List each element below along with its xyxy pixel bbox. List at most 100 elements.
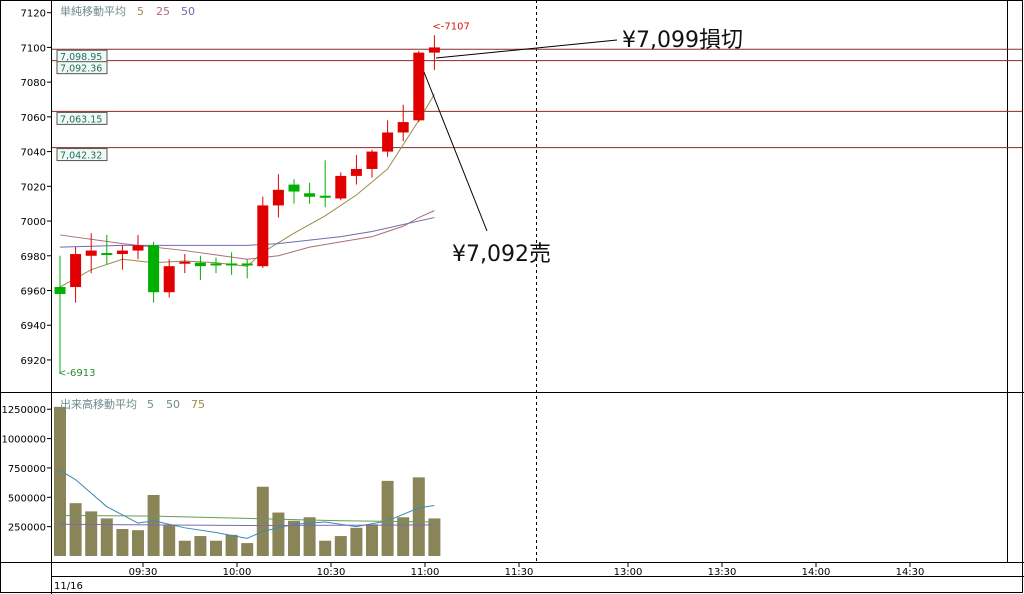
volume-tick-label: 500000 bbox=[8, 493, 46, 504]
price-y-ticks: 6920 6940 6960 6980 7000 7020 7040 7060 7080 7100… bbox=[21, 9, 51, 367]
volume-ma5-line bbox=[59, 469, 435, 539]
volume-bar bbox=[163, 525, 176, 556]
volume-moving-averages bbox=[59, 469, 435, 539]
candle-body bbox=[85, 250, 97, 256]
price-level-labels: 7,098.957,092.36 7,063.15 7,042.32 bbox=[56, 49, 108, 162]
candle-body bbox=[241, 263, 253, 266]
volume-bar bbox=[210, 540, 222, 556]
price-ma-legend-3: 50 bbox=[181, 5, 195, 18]
price-level-label: 7,042.32 bbox=[60, 151, 102, 162]
candle-body bbox=[397, 122, 409, 133]
price-level-box bbox=[56, 61, 108, 75]
candle-body bbox=[272, 189, 284, 206]
candle-body bbox=[179, 261, 191, 264]
price-tick-label: 6940 bbox=[21, 321, 46, 332]
volume-bar bbox=[116, 528, 129, 556]
price-tick-label: 7040 bbox=[21, 148, 46, 159]
volume-bar bbox=[303, 517, 316, 556]
candle-body bbox=[413, 52, 425, 121]
volume-bar bbox=[132, 530, 144, 556]
price-ma-legend-2: 25 bbox=[156, 5, 170, 18]
price-level-label: 7,092.36 bbox=[60, 64, 102, 75]
candle-body bbox=[210, 263, 222, 266]
time-axis-ticks: 09:30 10:00 10:30 11:00 11:30 13:00 13:30 14:00… bbox=[129, 563, 925, 578]
price-tick-label: 7000 bbox=[21, 217, 46, 228]
time-tick-label: 14:30 bbox=[896, 567, 925, 578]
candle-body bbox=[226, 263, 238, 266]
volume-bar bbox=[334, 536, 347, 556]
time-tick-label: 14:00 bbox=[802, 567, 831, 578]
volume-bar bbox=[85, 511, 98, 556]
candle-body bbox=[116, 250, 128, 255]
volume-bar bbox=[100, 518, 113, 556]
candle-body bbox=[54, 287, 66, 294]
volume-bar bbox=[288, 520, 300, 556]
candle-body bbox=[319, 195, 331, 198]
volume-tick-label: 1250000 bbox=[1, 405, 46, 416]
price-level-box bbox=[56, 111, 108, 125]
price-ma-legend-1: 5 bbox=[137, 5, 144, 18]
date-label: 11/16 bbox=[54, 581, 83, 592]
volume-ma-legend-2: 50 bbox=[166, 398, 180, 411]
volume-tick-label: 750000 bbox=[8, 464, 46, 475]
candle-body bbox=[257, 205, 269, 267]
low-price-marker: <-6913 bbox=[58, 368, 95, 379]
price-tick-label: 7060 bbox=[21, 113, 46, 124]
stop-loss-pointer bbox=[435, 39, 618, 59]
volume-ma-legend-1: 5 bbox=[147, 398, 154, 411]
price-ma5-line bbox=[59, 94, 435, 288]
volume-bar bbox=[194, 536, 207, 556]
time-tick-label: 13:30 bbox=[708, 567, 737, 578]
volume-tick-label: 250000 bbox=[8, 523, 46, 534]
time-tick-label: 11:30 bbox=[505, 567, 534, 578]
time-tick-label: 10:30 bbox=[317, 567, 346, 578]
volume-ma75-line bbox=[59, 523, 435, 526]
volume-legend-label: 出来高移動平均 bbox=[60, 397, 137, 411]
volume-bar bbox=[147, 494, 160, 556]
volume-bar bbox=[428, 518, 441, 556]
price-level-lines bbox=[52, 48, 1022, 149]
time-tick-label: 13:00 bbox=[614, 567, 643, 578]
sell-annotation: ¥7,092売 bbox=[452, 242, 551, 267]
stop-loss-annotation: ¥7,099損切 bbox=[622, 28, 743, 53]
price-tick-label: 7100 bbox=[21, 43, 46, 54]
volume-bar bbox=[412, 477, 425, 556]
volume-panel: 250000 500000 750000 1000000 1250000 出来高移動平均… bbox=[1, 397, 441, 556]
volume-bar bbox=[350, 527, 363, 556]
price-tick-label: 6980 bbox=[21, 252, 46, 263]
volume-bar bbox=[256, 486, 269, 556]
volume-bar bbox=[241, 543, 254, 556]
candle-body bbox=[288, 184, 300, 192]
candle-body bbox=[335, 175, 347, 199]
time-tick-label: 10:00 bbox=[223, 567, 252, 578]
candle-body bbox=[148, 245, 160, 293]
price-level-label: 7,098.95 bbox=[60, 52, 102, 63]
volume-bar bbox=[397, 517, 410, 556]
price-level-label: 7,063.15 bbox=[60, 114, 102, 125]
candle-body bbox=[428, 47, 440, 53]
price-legend-label: 単純移動平均 bbox=[60, 4, 126, 18]
candle-body bbox=[304, 193, 316, 197]
volume-bars bbox=[54, 406, 441, 556]
volume-bar bbox=[178, 540, 191, 556]
volume-bar bbox=[319, 540, 332, 556]
volume-bar bbox=[381, 480, 394, 556]
volume-ma-legend-3: 75 bbox=[191, 398, 205, 411]
sell-pointer bbox=[423, 71, 488, 232]
price-tick-label: 7080 bbox=[21, 78, 46, 89]
volume-y-ticks: 250000 500000 750000 1000000 1250000 bbox=[1, 405, 51, 534]
candle-body bbox=[163, 266, 175, 293]
price-tick-label: 6960 bbox=[21, 287, 46, 298]
volume-bar bbox=[272, 512, 285, 556]
volume-tick-label: 1000000 bbox=[1, 435, 46, 446]
candle-body bbox=[132, 245, 144, 251]
price-tick-label: 7020 bbox=[21, 182, 46, 193]
time-tick-label: 09:30 bbox=[129, 567, 158, 578]
candlesticks bbox=[54, 35, 440, 373]
candle-body bbox=[382, 132, 394, 152]
candle-body bbox=[350, 168, 362, 176]
price-level-box bbox=[56, 148, 108, 162]
candle-body bbox=[101, 253, 113, 256]
